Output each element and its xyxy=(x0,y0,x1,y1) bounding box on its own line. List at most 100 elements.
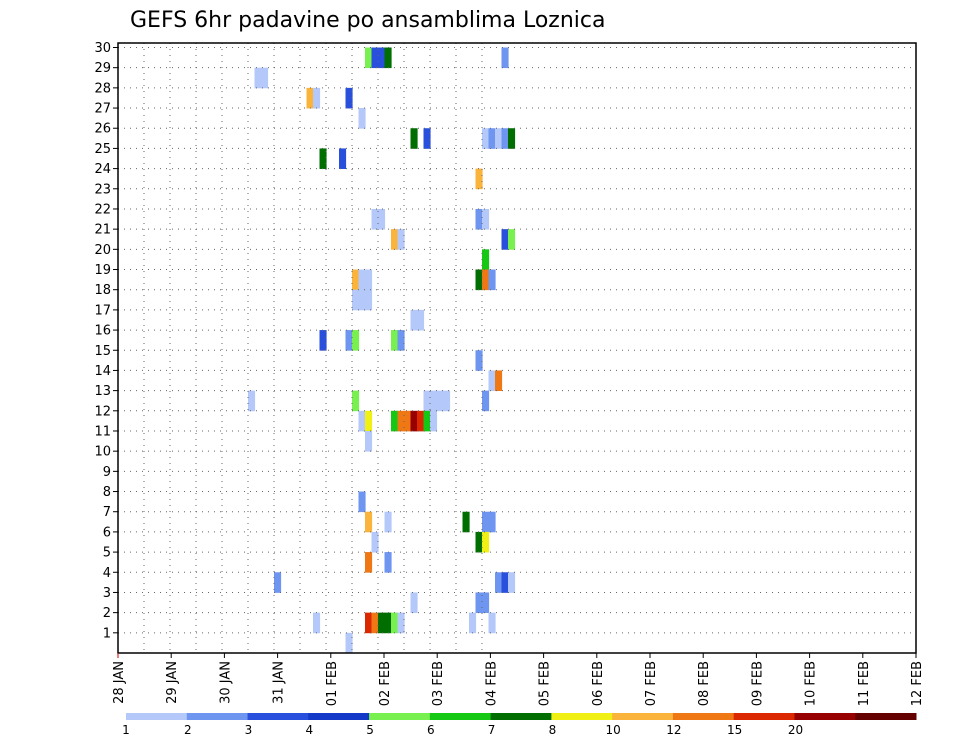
precip-cell xyxy=(410,592,418,614)
colorbar-label: 7 xyxy=(488,723,496,737)
colorbar-swatch xyxy=(126,713,188,720)
precip-cell xyxy=(378,612,386,634)
y-tick-label: 24 xyxy=(94,162,111,177)
precip-cell xyxy=(475,269,483,291)
colorbar-label: 6 xyxy=(427,723,435,737)
precipitation-cells xyxy=(248,47,516,654)
x-tick-label: 02 FEB xyxy=(378,661,393,706)
precip-cell xyxy=(352,289,360,311)
precip-cell xyxy=(495,370,503,392)
precip-cell xyxy=(397,330,405,351)
x-tick-label: 29 JAN xyxy=(165,661,180,704)
precip-cell xyxy=(384,552,392,573)
y-tick-label: 28 xyxy=(94,81,111,96)
y-tick-label: 17 xyxy=(94,303,111,318)
precip-cell xyxy=(404,410,412,432)
precip-cell xyxy=(306,87,314,109)
colorbar: 1 2 3 4 5 6 7 8 10 12 15 20 xyxy=(122,713,917,737)
y-tick-label: 7 xyxy=(103,505,111,520)
x-tick-label: 31 JAN xyxy=(272,661,287,704)
precip-cell xyxy=(358,491,366,513)
precip-cell xyxy=(378,208,386,230)
precip-cell xyxy=(352,269,360,291)
x-tick-label: 03 FEB xyxy=(431,661,446,706)
grid-lines xyxy=(118,43,916,653)
precip-cell xyxy=(339,148,347,169)
precip-cell xyxy=(501,128,509,149)
precip-cell xyxy=(475,168,483,190)
precip-cell xyxy=(365,511,373,533)
y-tick-label: 27 xyxy=(94,102,111,117)
precip-cell xyxy=(436,390,444,412)
precip-cell xyxy=(482,592,490,614)
precip-cell xyxy=(417,410,425,432)
precip-cell xyxy=(365,47,373,69)
precip-cell xyxy=(378,47,386,69)
precip-cell xyxy=(410,410,418,432)
precip-cell xyxy=(488,269,496,291)
precip-cell xyxy=(397,410,405,432)
precip-cell xyxy=(365,612,373,634)
precip-cell xyxy=(352,390,360,412)
precip-cell xyxy=(475,592,483,614)
y-tick-label: 5 xyxy=(103,546,111,561)
precip-cell xyxy=(482,128,490,149)
y-tick-label: 3 xyxy=(103,586,111,601)
precip-cell xyxy=(358,108,366,129)
precip-cell xyxy=(423,390,431,412)
y-tick-label: 13 xyxy=(94,384,111,399)
colorbar-label: 2 xyxy=(184,723,192,737)
precip-cell xyxy=(319,330,327,351)
precip-cell xyxy=(391,229,399,250)
precip-cell xyxy=(371,612,379,634)
precip-cell xyxy=(248,390,256,412)
x-tick-label: 05 FEB xyxy=(538,661,553,706)
colorbar-swatch xyxy=(672,713,735,720)
precip-cell xyxy=(488,612,496,634)
y-axis-ticks: 1234567891011121314151617181920212223242… xyxy=(94,41,118,641)
colorbar-label: 5 xyxy=(366,723,374,737)
chart-title: GEFS 6hr padavine po ansamblima Loznica xyxy=(130,8,605,33)
y-tick-label: 15 xyxy=(94,344,111,359)
y-tick-label: 10 xyxy=(94,445,111,460)
precip-cell xyxy=(345,87,353,109)
y-tick-label: 11 xyxy=(94,424,111,439)
precip-cell xyxy=(371,208,379,230)
precip-cell xyxy=(358,410,366,432)
y-tick-label: 12 xyxy=(94,404,111,419)
x-tick-label: 04 FEB xyxy=(484,661,499,706)
colorbar-swatch xyxy=(308,713,370,720)
precip-cell xyxy=(410,128,418,149)
precip-cell xyxy=(501,229,509,250)
precip-cell xyxy=(475,350,483,371)
precip-cell xyxy=(430,410,438,432)
precip-cell xyxy=(384,612,392,634)
y-tick-label: 29 xyxy=(94,61,111,76)
x-tick-label: 01 FEB xyxy=(325,661,340,706)
precip-cell xyxy=(488,128,496,149)
precip-cell xyxy=(391,612,399,634)
precip-cell xyxy=(482,531,490,553)
colorbar-swatch xyxy=(794,713,856,720)
colorbar-label: 4 xyxy=(305,723,313,737)
precip-cell xyxy=(313,612,321,634)
y-tick-label: 19 xyxy=(94,263,111,278)
precip-cell xyxy=(365,552,373,573)
precip-cell xyxy=(508,128,516,149)
y-tick-label: 8 xyxy=(103,485,111,500)
x-tick-label: 08 FEB xyxy=(697,661,712,706)
colorbar-label: 12 xyxy=(666,723,681,737)
precip-cell xyxy=(443,390,451,412)
colorbar-swatch xyxy=(247,713,309,720)
x-tick-label: 09 FEB xyxy=(750,661,765,706)
colorbar-swatch xyxy=(733,713,795,720)
precip-cell xyxy=(495,128,503,149)
precip-cell xyxy=(475,531,483,553)
precip-cell xyxy=(319,148,327,169)
colorbar-swatch xyxy=(186,713,249,720)
y-tick-label: 20 xyxy=(94,243,111,258)
x-tick-label: 07 FEB xyxy=(644,661,659,706)
precip-cell xyxy=(482,390,490,412)
y-tick-label: 2 xyxy=(103,606,111,621)
precip-cell xyxy=(482,511,490,533)
